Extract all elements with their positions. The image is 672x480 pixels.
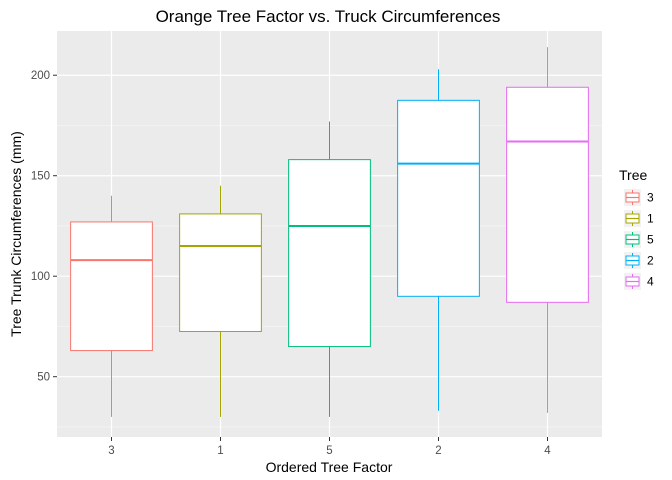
- box-tree-3: [70, 195, 153, 417]
- legend-label: 4: [647, 275, 654, 289]
- box-tree-1: [179, 185, 262, 417]
- legend-item-1: 1: [624, 210, 654, 227]
- legend-label: 3: [647, 191, 654, 205]
- y-axis-title: Tree Trunk Circumferences (mm): [8, 131, 24, 337]
- x-axis: 3 1 5 2 4: [108, 437, 551, 457]
- legend-item-3: 3: [624, 189, 654, 206]
- box-iqr: [288, 159, 371, 348]
- legend-title: Tree: [619, 167, 647, 183]
- legend-item-5: 5: [624, 231, 654, 248]
- x-tick-label: 1: [217, 445, 223, 457]
- box-iqr: [179, 213, 262, 332]
- y-axis: 50 100 150 200: [31, 70, 57, 384]
- legend-label: 1: [647, 212, 654, 226]
- x-axis-title: Ordered Tree Factor: [266, 459, 393, 475]
- box-iqr: [397, 99, 480, 297]
- x-tick-label: 4: [544, 445, 551, 457]
- box-iqr: [506, 86, 589, 303]
- y-tick-label: 50: [37, 372, 50, 384]
- legend-item-2: 2: [624, 252, 654, 269]
- y-tick-label: 200: [31, 70, 50, 82]
- x-tick-label: 2: [435, 445, 441, 457]
- box-tree-4: [506, 47, 589, 413]
- x-tick-label: 5: [326, 445, 332, 457]
- legend-label: 5: [647, 233, 654, 247]
- legend-item-4: 4: [624, 273, 654, 290]
- box-layer: [70, 47, 589, 417]
- y-tick-label: 150: [31, 171, 50, 183]
- legend: Tree 3 1 5 2 4: [619, 167, 654, 290]
- y-tick-label: 100: [31, 271, 50, 283]
- box-iqr: [70, 221, 153, 352]
- x-tick-label: 3: [108, 445, 114, 457]
- box-tree-5: [288, 121, 371, 417]
- chart-title: Orange Tree Factor vs. Truck Circumferen…: [156, 7, 501, 26]
- box-tree-2: [397, 69, 480, 411]
- legend-label: 2: [647, 254, 654, 268]
